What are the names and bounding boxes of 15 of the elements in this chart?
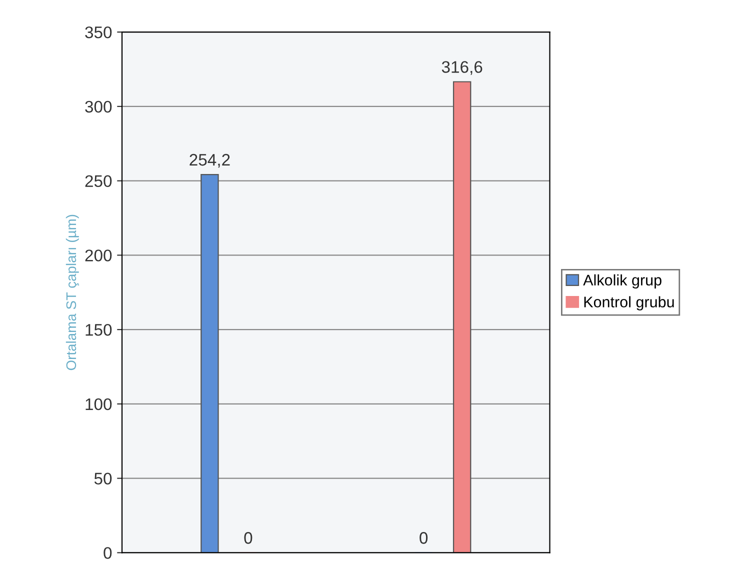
data-label: 0	[420, 532, 428, 544]
y-tick-label: 200	[85, 250, 112, 262]
y-tick-label: 350	[85, 26, 112, 38]
y-tick-label: 50	[94, 472, 112, 485]
y-axis-title: Ortalama ST çapları (µm)	[66, 214, 79, 370]
data-label: 254,2	[190, 154, 230, 168]
y-tick-label: 0	[104, 547, 112, 559]
y-tick-label: 250	[85, 175, 112, 188]
data-label: 316,6	[442, 61, 482, 75]
y-tick-label: 150	[86, 324, 112, 336]
y-tick-label: 100	[86, 398, 112, 410]
legend-label: Kontrol grubu	[584, 296, 674, 310]
y-tick-label: 300	[85, 100, 112, 113]
legend-label: Alkolik grup	[583, 274, 662, 289]
data-label: 0	[244, 532, 252, 544]
